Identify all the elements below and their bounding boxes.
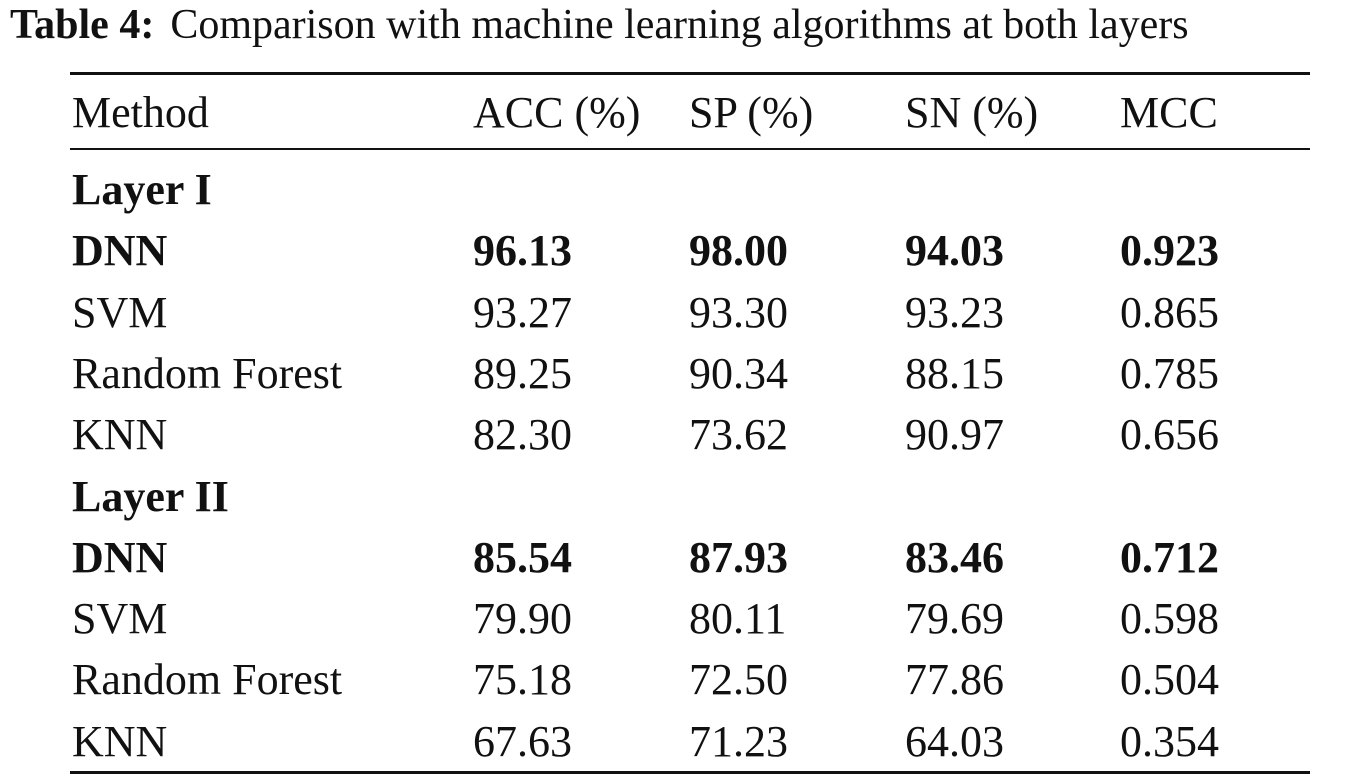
cell-method: Random Forest — [72, 655, 343, 705]
cell-mcc: 0.354 — [1120, 716, 1219, 766]
cell-sp: 71.23 — [689, 716, 788, 766]
group-label: Layer II — [72, 471, 229, 521]
cell-sp: 93.30 — [689, 287, 788, 337]
header-acc: ACC (%) — [473, 88, 641, 137]
cell-sn: 83.46 — [905, 532, 1004, 582]
header-method: Method — [72, 88, 209, 137]
cell-sn: 64.03 — [905, 716, 1004, 766]
cell-acc: 85.54 — [473, 532, 572, 582]
table-bottom-rule — [70, 771, 1310, 774]
cell-mcc: 0.865 — [1120, 287, 1219, 337]
cell-method: KNN — [72, 410, 168, 460]
cell-mcc: 0.785 — [1120, 348, 1219, 398]
table-top-rule — [70, 72, 1310, 75]
table-caption-label: Table 4: — [10, 2, 155, 48]
cell-acc: 89.25 — [473, 348, 572, 398]
cell-acc: 79.90 — [473, 594, 572, 644]
cell-sn: 93.23 — [905, 287, 1004, 337]
cell-sn: 77.86 — [905, 655, 1004, 705]
cell-mcc: 0.504 — [1120, 655, 1219, 705]
cell-sp: 73.62 — [689, 410, 788, 460]
header-sp: SP (%) — [689, 88, 814, 137]
cell-method: DNN — [72, 532, 168, 582]
group-label: Layer I — [72, 165, 212, 214]
cell-sp: 72.50 — [689, 655, 788, 705]
table-caption-text: Comparison with machine learning algorit… — [170, 2, 1189, 48]
cell-acc: 75.18 — [473, 655, 572, 705]
cell-mcc: 0.598 — [1120, 594, 1219, 644]
cell-method: KNN — [72, 716, 168, 766]
cell-acc: 67.63 — [473, 716, 572, 766]
cell-method: SVM — [72, 287, 168, 337]
cell-sn: 79.69 — [905, 594, 1004, 644]
table-caption: Table 4: Comparison with machine learning… — [10, 2, 1189, 48]
cell-sn: 88.15 — [905, 348, 1004, 398]
header-mcc: MCC — [1120, 88, 1218, 137]
cell-method: DNN — [72, 226, 168, 276]
cell-sp: 87.93 — [689, 532, 788, 582]
cell-method: SVM — [72, 594, 168, 644]
cell-mcc: 0.656 — [1120, 410, 1219, 460]
cell-acc: 96.13 — [473, 226, 572, 276]
cell-sp: 90.34 — [689, 348, 788, 398]
table-header-rule — [70, 148, 1310, 150]
cell-sn: 90.97 — [905, 410, 1004, 460]
cell-acc: 82.30 — [473, 410, 572, 460]
header-sn: SN (%) — [905, 88, 1039, 137]
cell-mcc: 0.923 — [1120, 226, 1219, 276]
cell-method: Random Forest — [72, 348, 343, 398]
cell-sp: 98.00 — [689, 226, 788, 276]
cell-sp: 80.11 — [689, 594, 787, 644]
cell-sn: 94.03 — [905, 226, 1004, 276]
cell-acc: 93.27 — [473, 287, 572, 337]
cell-mcc: 0.712 — [1120, 532, 1219, 582]
